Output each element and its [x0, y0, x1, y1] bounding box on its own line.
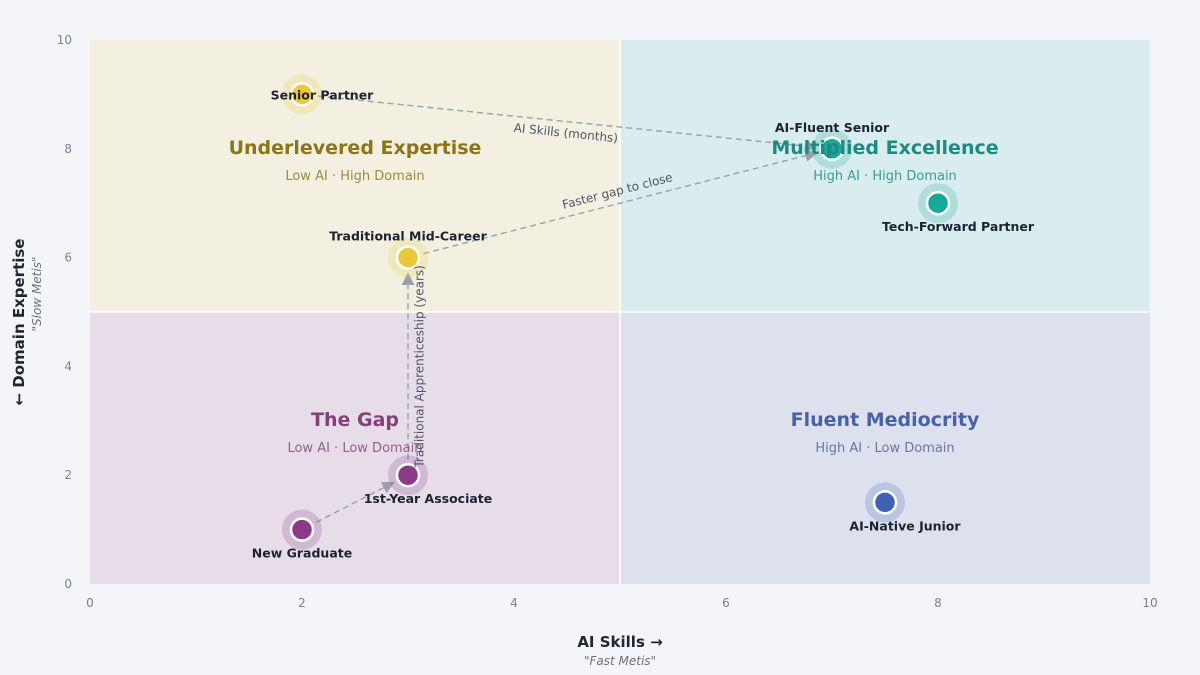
x-axis-subtitle: "Fast Metis"	[584, 654, 656, 668]
quadrant-subtitle: Low AI · Low Domain	[287, 441, 422, 456]
point-marker	[289, 82, 315, 107]
y-tick-label: 10	[57, 33, 72, 47]
point-label: AI-Native Junior	[849, 518, 961, 533]
x-tick-label: 4	[510, 596, 518, 610]
point-tech-forward-partner	[918, 183, 958, 224]
arrow-faster-gap-to-close	[423, 149, 818, 255]
point-marker	[872, 490, 898, 515]
x-tick-label: 0	[86, 596, 94, 610]
point-1st-year-associate	[388, 455, 428, 496]
point-marker	[395, 462, 421, 488]
y-axis-title: ← Domain Expertise	[10, 239, 28, 406]
quadrant-fluent-mediocrity	[620, 312, 1150, 584]
y-tick-label: 8	[64, 142, 72, 156]
quadrant-title: Underlevered Expertise	[229, 137, 482, 159]
point-marker	[395, 245, 421, 270]
x-tick-label: 8	[934, 596, 942, 610]
x-tick-label: 2	[298, 596, 306, 610]
quadrant-title: Multiplied Excellence	[771, 137, 998, 159]
point-marker	[925, 190, 951, 216]
point-label: Traditional Mid-Career	[329, 229, 487, 244]
y-axis-subtitle: "Slow Metis"	[30, 257, 44, 332]
y-tick-label: 6	[64, 251, 72, 265]
point-label: New Graduate	[252, 546, 352, 561]
point-label: AI-Fluent Senior	[775, 120, 890, 135]
point-label: Senior Partner	[271, 87, 375, 102]
arrow-new-graduate-to-associate	[315, 481, 395, 523]
point-ai-native-junior	[865, 482, 905, 523]
y-tick-label: 4	[64, 359, 72, 373]
y-tick-label: 2	[64, 468, 72, 482]
quadrant-subtitle: Low AI · High Domain	[285, 169, 424, 184]
point-new-graduate	[282, 509, 322, 550]
x-tick-label: 6	[722, 596, 730, 610]
x-axis-title: AI Skills →	[577, 633, 662, 651]
x-tick-label: 10	[1142, 596, 1157, 610]
point-marker	[819, 136, 845, 162]
arrow-ai-skills-months	[317, 95, 818, 153]
quadrant-subtitle: High AI · Low Domain	[815, 441, 954, 456]
point-traditional-mid-career	[388, 237, 428, 278]
quadrant-the-gap	[90, 312, 620, 584]
point-ai-fluent-senior	[812, 128, 852, 169]
quadrant-title: The Gap	[311, 409, 399, 431]
arrow-label: Traditional Apprenticeship (years)	[413, 265, 427, 468]
quadrant-underlevered-expertise	[90, 40, 620, 312]
point-marker	[289, 517, 315, 542]
quadrant-subtitle: High AI · High Domain	[813, 169, 957, 184]
y-tick-label: 0	[64, 577, 72, 591]
quadrant-title: Fluent Mediocrity	[791, 409, 980, 431]
point-label: Tech-Forward Partner	[882, 219, 1035, 234]
point-senior-partner	[282, 74, 322, 115]
point-label: 1st-Year Associate	[364, 491, 493, 506]
quadrant-multiplied-excellence	[620, 40, 1150, 312]
